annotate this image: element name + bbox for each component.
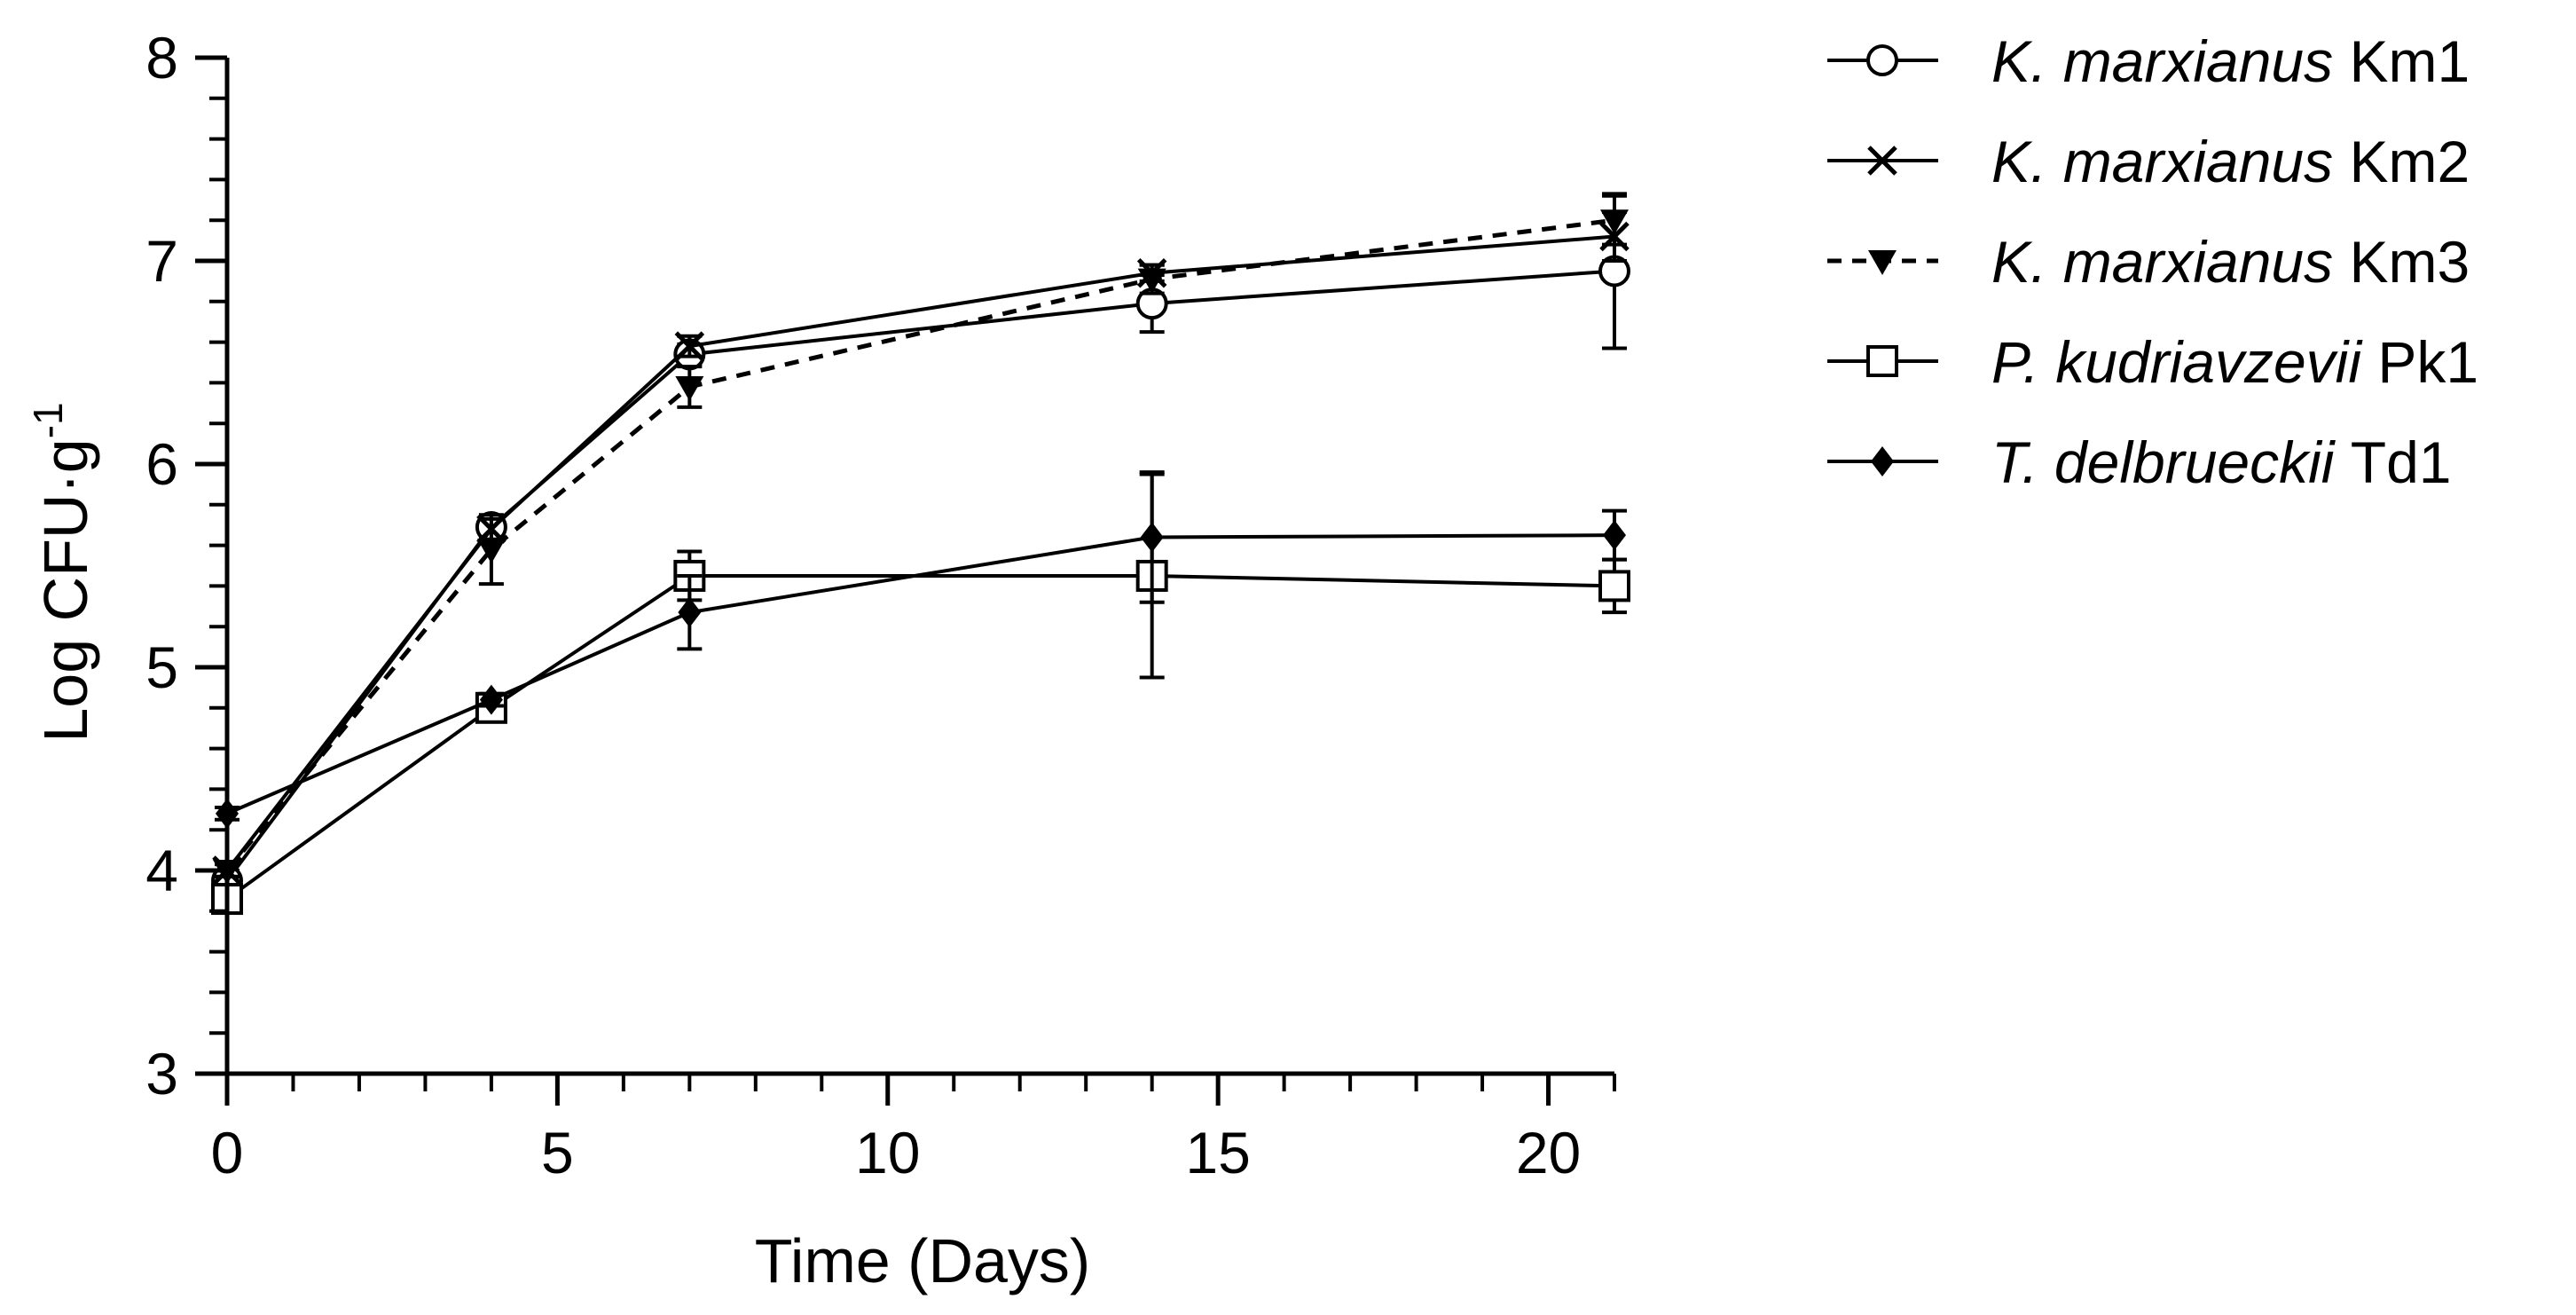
data-point [1598, 570, 1630, 602]
series-line [225, 573, 1615, 901]
legend-label-species: T. delbrueckii [1991, 429, 2336, 495]
legend-entry-5: T. delbrueckii Td1 [1827, 429, 2452, 495]
legend-marker [1868, 250, 1897, 275]
legend-entry-4: P. kudriavzevii Pk1 [1827, 329, 2478, 395]
legend-label-strain: Td1 [2334, 429, 2451, 495]
legend-entry-3: K. marxianus Km3 [1827, 229, 2470, 295]
x-tick-label: 0 [211, 1120, 244, 1185]
y-axis-title-superscript: -1 [25, 402, 71, 438]
legend-marker [1866, 345, 1898, 377]
data-point [1140, 522, 1164, 553]
data-point [1137, 268, 1166, 294]
data-point [479, 684, 503, 715]
data-point [1603, 520, 1626, 551]
data-point [674, 331, 705, 361]
series-3 [213, 193, 1629, 885]
legend-label-species: K. marxianus [1991, 129, 2333, 194]
y-tick-label: 5 [145, 634, 178, 700]
legend-label-species: K. marxianus [1991, 229, 2333, 295]
y-axis-title-main: Log CFU·g [31, 438, 100, 742]
axes: 3 4 5 6 7 8 0 5 10 15 20 [145, 25, 1616, 1185]
data-point [675, 375, 704, 401]
data-point [1600, 209, 1629, 235]
legend-entry-2: K. marxianus Km2 [1827, 129, 2470, 194]
legend-label-species: K. marxianus [1991, 28, 2333, 94]
legend-label: K. marxianus Km3 [1991, 229, 2470, 295]
x-tick-label: 20 [1516, 1120, 1581, 1185]
y-tick-label: 4 [145, 838, 178, 903]
legend-marker [1871, 446, 1894, 476]
legend-label: T. delbrueckii Td1 [1991, 429, 2452, 495]
legend-label: K. marxianus Km2 [1991, 129, 2470, 194]
series-line [225, 217, 1615, 872]
series-4 [211, 472, 1630, 916]
legend-label-species: P. kudriavzevii [1991, 329, 2363, 395]
legend-label: P. kudriavzevii Pk1 [1991, 329, 2478, 395]
y-tick-label: 3 [145, 1041, 178, 1106]
legend-label-strain: Km1 [2333, 28, 2470, 94]
data-point [476, 539, 506, 564]
legend-label-strain: Pk1 [2361, 329, 2478, 395]
x-tick-label: 15 [1185, 1120, 1250, 1185]
series-5 [215, 470, 1627, 829]
y-tick-label: 8 [145, 25, 178, 91]
legend-marker [1867, 146, 1897, 176]
series-1 [211, 192, 1630, 897]
legend-marker [1866, 44, 1898, 76]
legend-label-strain: Km2 [2333, 129, 2470, 194]
series-2 [212, 210, 1630, 886]
data-point [678, 597, 702, 628]
y-axis-title: Log CFU·g-1 [25, 402, 100, 742]
legend-label: K. marxianus Km1 [1991, 28, 2470, 94]
series-line [225, 234, 1615, 872]
x-axis-title: Time (Days) [755, 1226, 1091, 1295]
x-tick-label: 5 [541, 1120, 574, 1185]
y-tick-label: 7 [145, 228, 178, 294]
legend-label-strain: Km3 [2333, 229, 2470, 295]
y-tick-label: 6 [145, 431, 178, 497]
x-tick-label: 10 [855, 1120, 920, 1185]
plot-area [211, 192, 1630, 916]
legend-entry-1: K. marxianus Km1 [1827, 28, 2470, 94]
